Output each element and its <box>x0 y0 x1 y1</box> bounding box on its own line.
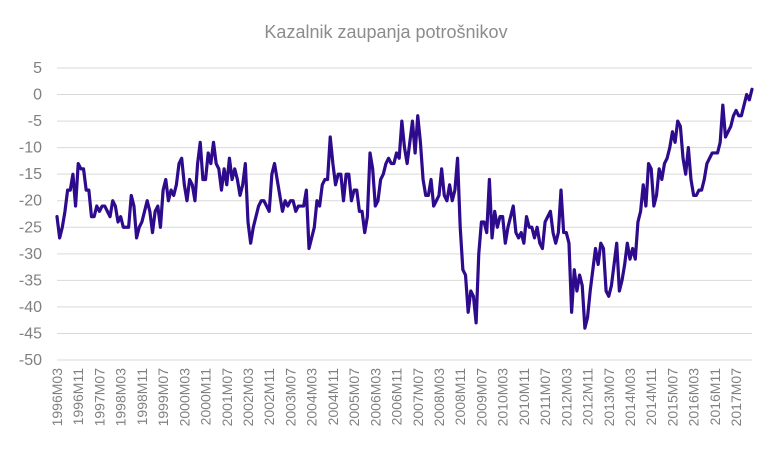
x-tick-label: 2004M03 <box>304 368 320 427</box>
x-tick-label: 2009M07 <box>473 368 489 427</box>
y-tick-label: -30 <box>19 246 42 263</box>
x-tick-label: 2011M07 <box>537 368 553 426</box>
series-layer <box>55 87 754 330</box>
x-tick-label: 1997M07 <box>91 368 107 427</box>
x-tick-label: 2012M11 <box>580 368 596 426</box>
x-axis-ticks: 1996M03 1996M11 1997M07 1998M03 1998M11 1999M… <box>49 368 744 427</box>
x-tick-label: 2012M03 <box>558 368 574 427</box>
y-tick-label: 5 <box>33 60 42 77</box>
x-tick-label: 1998M11 <box>134 368 150 426</box>
x-tick-label: 1996M11 <box>70 368 86 426</box>
x-tick-label: 2003M07 <box>282 368 298 427</box>
x-tick-label: 2001M07 <box>219 368 235 427</box>
x-tick-label: 2010M03 <box>495 368 511 427</box>
x-tick-label: 2014M03 <box>622 368 638 427</box>
x-tick-label: 2004M11 <box>325 368 341 426</box>
x-tick-label: 2008M03 <box>431 368 447 427</box>
y-tick-label: -45 <box>19 325 42 342</box>
x-tick-label: 1996M03 <box>49 368 65 427</box>
y-tick-label: -35 <box>19 272 42 289</box>
x-tick-label: 2008M11 <box>452 368 468 426</box>
x-tick-label: 2002M03 <box>240 368 256 427</box>
series-line <box>55 87 754 330</box>
x-tick-label: 2016M03 <box>686 368 702 427</box>
x-tick-label: 2006M03 <box>367 368 383 427</box>
x-tick-label: 2007M07 <box>410 368 426 427</box>
y-tick-label: -25 <box>19 219 42 236</box>
x-tick-label: 1998M03 <box>113 368 129 427</box>
x-tick-label: 2000M03 <box>176 368 192 427</box>
x-tick-label: 2016M11 <box>707 368 723 426</box>
x-tick-label: 2006M11 <box>389 368 405 426</box>
y-tick-label: -50 <box>19 352 42 369</box>
y-tick-label: -15 <box>19 166 42 183</box>
x-tick-label: 2013M07 <box>601 368 617 427</box>
x-tick-label: 2010M11 <box>516 368 532 426</box>
x-tick-label: 2005M07 <box>346 368 362 427</box>
x-tick-label: 2002M11 <box>261 368 277 426</box>
y-tick-label: -20 <box>19 193 42 210</box>
x-tick-label: 2014M11 <box>643 368 659 426</box>
x-tick-label: 1999M07 <box>155 368 171 427</box>
chart-title: Kazalnik zaupanja potrošnikov <box>264 22 507 42</box>
y-axis-ticks: 5 0 -5 -10 -15 -20 -25 -30 -35 -40 -45 -50 <box>19 60 42 369</box>
y-tick-label: -40 <box>19 299 42 316</box>
y-tick-label: -10 <box>19 140 42 157</box>
y-tick-label: 0 <box>33 87 42 104</box>
x-tick-label: 2015M07 <box>664 368 680 427</box>
x-tick-label: 2000M11 <box>198 368 214 426</box>
gridlines <box>57 67 752 361</box>
x-tick-label: 2017M07 <box>728 368 744 427</box>
y-tick-label: -5 <box>28 113 42 130</box>
